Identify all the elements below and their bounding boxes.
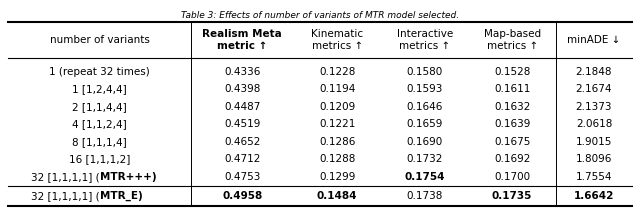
Text: 0.1639: 0.1639	[494, 119, 531, 129]
Text: 2.1373: 2.1373	[576, 102, 612, 112]
Text: 1.6642: 1.6642	[574, 191, 614, 201]
Text: 0.1700: 0.1700	[494, 172, 531, 182]
Text: 0.1646: 0.1646	[406, 102, 443, 112]
Text: Table 3: Effects of number of variants of MTR model selected.: Table 3: Effects of number of variants o…	[181, 11, 459, 20]
Text: Interactive
metrics ↑: Interactive metrics ↑	[397, 29, 452, 51]
Text: 0.4398: 0.4398	[224, 84, 260, 94]
Text: 0.1286: 0.1286	[319, 137, 355, 147]
Text: 0.1632: 0.1632	[494, 102, 531, 112]
Text: number of variants: number of variants	[50, 35, 150, 45]
Text: 2 [1,1,4,4]: 2 [1,1,4,4]	[72, 102, 127, 112]
Text: 0.1754: 0.1754	[404, 172, 445, 182]
Text: 0.1732: 0.1732	[406, 154, 443, 164]
Text: 2.1674: 2.1674	[576, 84, 612, 94]
Text: Kinematic
metrics ↑: Kinematic metrics ↑	[311, 29, 364, 51]
Text: 0.1194: 0.1194	[319, 84, 355, 94]
Text: 0.4487: 0.4487	[224, 102, 260, 112]
Text: 0.1611: 0.1611	[494, 84, 531, 94]
Text: Map-based
metrics ↑: Map-based metrics ↑	[484, 29, 541, 51]
Text: 16 [1,1,1,2]: 16 [1,1,1,2]	[69, 154, 130, 164]
Text: 0.1692: 0.1692	[494, 154, 531, 164]
Text: 1.7554: 1.7554	[576, 172, 612, 182]
Text: 0.4753: 0.4753	[224, 172, 260, 182]
Text: 0.1299: 0.1299	[319, 172, 355, 182]
Text: 32 [1,1,1,1] (: 32 [1,1,1,1] (	[31, 172, 100, 182]
Text: 0.1228: 0.1228	[319, 67, 355, 77]
Text: minADE ↓: minADE ↓	[567, 35, 621, 45]
Text: 0.1209: 0.1209	[319, 102, 355, 112]
Text: 1 [1,2,4,4]: 1 [1,2,4,4]	[72, 84, 127, 94]
Text: Realism Meta
metric ↑: Realism Meta metric ↑	[202, 29, 282, 51]
Text: 0.4519: 0.4519	[224, 119, 260, 129]
Text: 0.1288: 0.1288	[319, 154, 355, 164]
Text: 1.8096: 1.8096	[576, 154, 612, 164]
Text: 1 (repeat 32 times): 1 (repeat 32 times)	[49, 67, 150, 77]
Text: MTR_E): MTR_E)	[100, 191, 142, 201]
Text: 0.1580: 0.1580	[406, 67, 443, 77]
Text: 0.4712: 0.4712	[224, 154, 260, 164]
Text: 0.1593: 0.1593	[406, 84, 443, 94]
Text: 4 [1,1,2,4]: 4 [1,1,2,4]	[72, 119, 127, 129]
Text: 0.4652: 0.4652	[224, 137, 260, 147]
Text: 0.1675: 0.1675	[494, 137, 531, 147]
Text: 0.1690: 0.1690	[406, 137, 443, 147]
Text: 0.1484: 0.1484	[317, 191, 357, 201]
Text: 0.1659: 0.1659	[406, 119, 443, 129]
Text: 8 [1,1,1,4]: 8 [1,1,1,4]	[72, 137, 127, 147]
Text: 1.9015: 1.9015	[576, 137, 612, 147]
Text: 0.4336: 0.4336	[224, 67, 260, 77]
Text: 32 [1,1,1,1] (: 32 [1,1,1,1] (	[31, 191, 100, 201]
Text: 0.1738: 0.1738	[406, 191, 443, 201]
Text: 2.0618: 2.0618	[576, 119, 612, 129]
Text: 2.1848: 2.1848	[576, 67, 612, 77]
Text: MTR+++): MTR+++)	[100, 172, 156, 182]
Text: 0.4958: 0.4958	[222, 191, 262, 201]
Text: 0.1528: 0.1528	[494, 67, 531, 77]
Text: 0.1735: 0.1735	[492, 191, 532, 201]
Text: 0.1221: 0.1221	[319, 119, 355, 129]
